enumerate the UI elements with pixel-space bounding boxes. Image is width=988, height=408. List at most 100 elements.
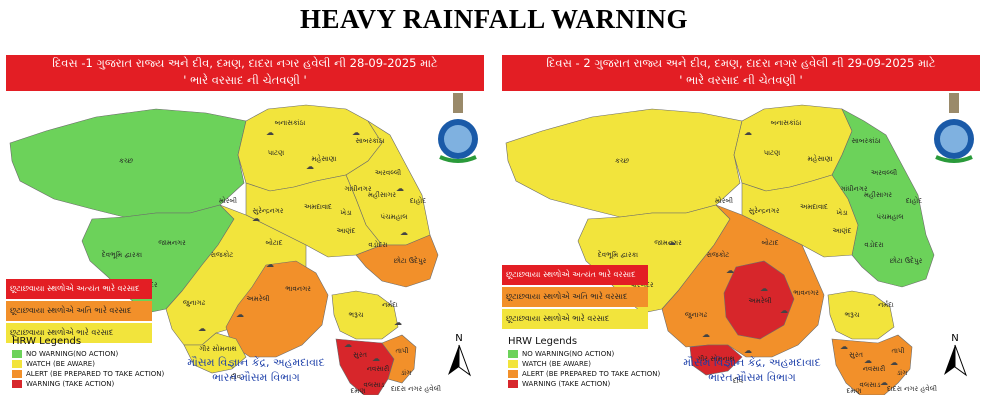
imd-emblem-icon — [932, 91, 976, 167]
label-anand: આણંદ — [337, 227, 356, 235]
label-ahmedabad: અમદાવાદ — [800, 203, 828, 211]
hrw-legend: HRW Legends NO WARNING(NO ACTION) WATCH … — [12, 336, 165, 388]
rain-cloud-icon: ☁ — [668, 238, 676, 247]
label-devbhumi-dwarka: દેવભૂમિ દ્વારકા — [102, 250, 143, 260]
rain-cloud-icon: ☁ — [780, 306, 788, 315]
north-arrow-icon: N — [940, 331, 970, 379]
label-narmada: નર્મદા — [382, 300, 398, 309]
label-banaskantha: બનાસકાંઠા — [275, 119, 306, 127]
label-kutch: કચ્છ — [119, 157, 134, 165]
label-gir-somnath: ગીર સોમનાથ — [199, 344, 237, 353]
label-surendranagar: સુરેન્દ્રનગર — [253, 206, 284, 215]
label-mahisagar: મહીસાગર — [864, 190, 892, 199]
label-dadra-nagar-haveli: દાદરા નગર હવેલી — [391, 384, 441, 393]
svg-text:N: N — [951, 333, 958, 344]
region-south-red — [335, 338, 395, 395]
label-botad: બોટાદ — [761, 238, 778, 247]
label-jamnagar: જામનગર — [654, 239, 682, 247]
office-name: મૌસમ વિજ્ઞાન કેંદ્ર, અહમદાવાદ ભારત મૌસમ … — [683, 356, 821, 384]
rain-cloud-icon: ☁ — [702, 330, 710, 339]
label-kutch: કચ્છ — [615, 157, 630, 165]
rain-cloud-icon: ☁ — [744, 128, 752, 137]
label-rajkot: રાજકોટ — [707, 250, 730, 259]
label-panchmahal: પંચમહાલ — [380, 213, 408, 221]
legend-very-heavy: છૂટાછવાયા સ્થળોએ અતિ ભારે વરસાદ — [6, 301, 152, 321]
label-gandhinagar: ગાંધીનગર — [345, 184, 372, 193]
label-aravalli: અરવલ્લી — [375, 168, 401, 177]
label-gandhinagar: ગાંધીનગર — [841, 184, 868, 193]
region-tapi-dang — [381, 334, 417, 384]
rain-cloud-icon: ☁ — [198, 324, 206, 333]
rain-cloud-icon: ☁ — [396, 184, 404, 193]
label-devbhumi-dwarka: દેવભૂમિ દ્વારકા — [598, 250, 639, 260]
rain-cloud-icon: ☁ — [344, 340, 352, 349]
legend-heavy: છૂટાછવાયા સ્થળોએ ભારે વરસાદ — [6, 323, 152, 343]
label-dang: ડાંગ — [897, 369, 908, 377]
label-bharuch: ભરૂચ — [845, 311, 860, 319]
label-gir-somnath: ગીર સોમનાથ — [697, 354, 735, 363]
rain-cloud-icon: ☁ — [744, 346, 752, 355]
label-sabarkantha: સાબરકાંઠા — [851, 137, 880, 145]
label-daman: દમણ — [847, 387, 862, 395]
north-arrow-icon: N — [444, 331, 474, 379]
label-dahod: દાહોદ — [906, 196, 922, 205]
label-aravalli: અરવલ્લી — [871, 168, 897, 177]
label-bharuch: ભરૂચ — [349, 311, 364, 319]
label-daman: દમણ — [351, 387, 366, 395]
label-tapi: તાપી — [396, 346, 409, 355]
rain-cloud-icon: ☁ — [400, 228, 408, 237]
label-dahod: દાહોદ — [410, 196, 426, 205]
label-junagadh: જુનાગઢ — [183, 299, 206, 307]
day2-banner-line2: ' ભારે વરસાદ ની ચેતવણી ' — [679, 73, 803, 87]
rain-cloud-icon: ☁ — [880, 378, 888, 387]
legend-extremely-heavy: છૂટાછવાયા સ્થળોએ અત્યંત ભારે વરસાદ — [6, 279, 152, 299]
rain-cloud-icon: ☁ — [236, 310, 244, 319]
day1-banner-line2: ' ભારે વરસાદ ની ચેતવણી ' — [183, 73, 307, 87]
region-south-orange — [831, 334, 913, 395]
label-patan: પાટણ — [268, 149, 284, 157]
rain-cloud-icon: ☁ — [266, 128, 274, 137]
hrw-legend-title: HRW Legends — [508, 336, 578, 347]
label-anand: આણંદ — [833, 227, 852, 235]
page-title: HEAVY RAINFALL WARNING — [299, 4, 689, 34]
imd-emblem-icon — [436, 91, 480, 167]
day2-banner-line1: દિવસ - 2 ગુજરાત રાજ્ય અને દીવ, દમણ, દાદર… — [546, 56, 936, 70]
label-diu: દીવ — [231, 372, 242, 381]
label-navsari: નવસારી — [863, 364, 886, 373]
rain-cloud-icon: ☁ — [890, 358, 898, 367]
legend-very-heavy: છૂટાછવાયા સ્થળોએ અતિ ભારે વરસાદ — [502, 287, 648, 307]
label-mehsana: મહેસાણા — [807, 154, 832, 163]
label-morbi: મોરબી — [715, 196, 733, 205]
day2-banner: દિવસ - 2 ગુજરાત રાજ્ય અને દીવ, દમણ, દાદર… — [502, 55, 980, 91]
label-narmada: નર્મદા — [878, 300, 894, 309]
region-gir-red — [689, 344, 743, 376]
rain-cloud-icon: ☁ — [760, 284, 768, 293]
label-ahmedabad: અમદાવાદ — [304, 203, 332, 211]
label-vadodara: વડોદરા — [368, 240, 387, 249]
label-amreli: અમરેલી — [246, 294, 269, 303]
label-vadodara: વડોદરા — [864, 240, 883, 249]
day1-banner-line1: દિવસ -1 ગુજરાત રાજ્ય અને દીવ, દમણ, દાદરા… — [52, 56, 438, 70]
region-bharuch — [331, 290, 399, 340]
label-valsad: વલસાડ — [364, 381, 385, 389]
day2-gujarat-map: કચ્છ બનાસકાંઠા પાટણ મહેસાણા સાબરકાંઠા અર… — [505, 104, 937, 395]
label-mehsana: મહેસાણા — [311, 154, 336, 163]
label-mahisagar: મહીસાગર — [368, 190, 396, 199]
day1-map-panel: દિવસ -1 ગુજરાત રાજ્ય અને દીવ, દમણ, દાદરા… — [6, 55, 484, 405]
rain-cloud-icon: ☁ — [394, 318, 402, 327]
rain-cloud-icon: ☁ — [726, 266, 734, 275]
label-diu: દીવ — [733, 376, 744, 385]
label-kheda: ખેડા — [340, 208, 352, 217]
label-botad: બોટાદ — [265, 238, 282, 247]
label-banaskantha: બનાસકાંઠા — [771, 119, 802, 127]
region-northeast — [831, 108, 935, 288]
label-amreli: અમરેલી — [748, 296, 771, 305]
label-jamnagar: જામનગર — [158, 239, 186, 247]
label-chhota-udepur: છોટા ઉદેપુર — [890, 256, 923, 265]
label-panchmahal: પંચમહાલ — [876, 213, 904, 221]
label-surat: સુરત — [353, 351, 367, 359]
region-amreli-red — [723, 260, 795, 340]
rain-cloud-icon: ☁ — [372, 354, 380, 363]
label-patan: પાટણ — [764, 149, 780, 157]
region-gir-somnath — [183, 332, 247, 374]
